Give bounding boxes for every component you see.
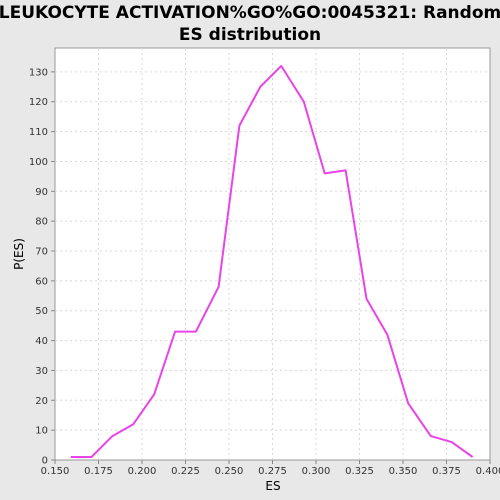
x-tick-label: 0.150 <box>41 466 70 477</box>
x-tick-label: 0.325 <box>345 466 374 477</box>
x-tick-label: 0.250 <box>215 466 244 477</box>
y-tick-label: 110 <box>29 127 48 138</box>
y-tick-label: 40 <box>35 336 48 347</box>
y-tick-label: 130 <box>29 67 48 78</box>
x-tick-label: 0.200 <box>128 466 157 477</box>
x-tick-label: 0.275 <box>258 466 287 477</box>
chart-title-line1: LEUKOCYTE ACTIVATION%GO%GO:0045321: Rand… <box>0 3 500 23</box>
chart-title-line2: ES distribution <box>179 25 321 45</box>
x-tick-label: 0.350 <box>389 466 418 477</box>
x-tick-label: 0.175 <box>84 466 113 477</box>
y-tick-label: 20 <box>35 396 48 407</box>
y-axis-label: P(ES) <box>12 238 26 270</box>
y-tick-label: 90 <box>35 187 48 198</box>
y-axis-ticks: 0 10 20 30 40 50 60 70 80 90 100 110 120 130 <box>29 67 55 466</box>
x-tick-label: 0.375 <box>432 466 461 477</box>
y-tick-label: 120 <box>29 97 48 108</box>
y-tick-label: 60 <box>35 276 48 287</box>
x-tick-label: 0.400 <box>476 466 500 477</box>
x-axis-label: ES <box>265 479 280 493</box>
y-tick-label: 70 <box>35 247 48 258</box>
y-tick-label: 100 <box>29 157 48 168</box>
x-tick-label: 0.225 <box>171 466 200 477</box>
y-tick-label: 0 <box>42 456 48 467</box>
y-tick-label: 30 <box>35 366 48 377</box>
y-tick-label: 80 <box>35 217 48 228</box>
x-axis-ticks: 0.150 0.175 0.200 0.225 0.250 0.275 0.300 0.325… <box>41 460 500 477</box>
y-tick-label: 50 <box>35 306 48 317</box>
x-tick-label: 0.300 <box>302 466 331 477</box>
y-tick-label: 10 <box>35 426 48 437</box>
